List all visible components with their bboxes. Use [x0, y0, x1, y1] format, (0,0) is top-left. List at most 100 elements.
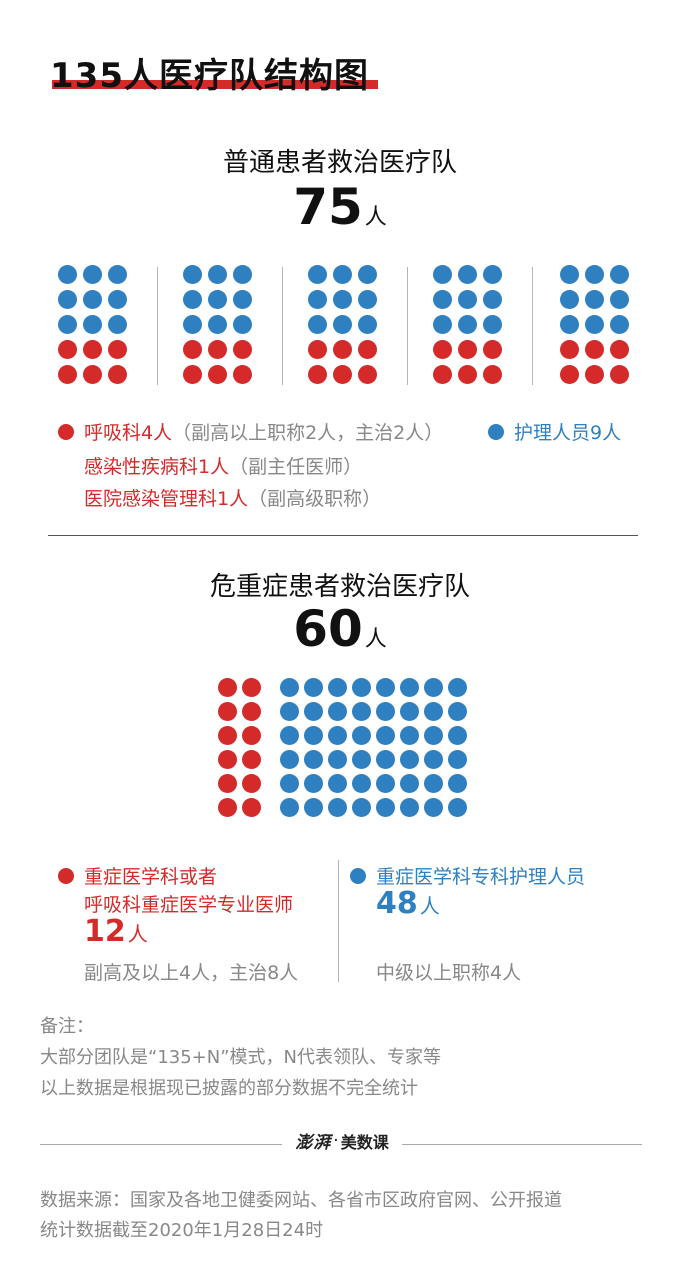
nurse-dot	[328, 678, 347, 697]
doctor-dot	[242, 774, 261, 793]
nurse-dot	[308, 290, 327, 309]
page-title: 135人医疗队结构图	[50, 56, 369, 96]
nurse-dot	[333, 265, 352, 284]
nurse-dot	[376, 774, 395, 793]
doctor-dot	[233, 340, 252, 359]
nurse-dot	[58, 290, 77, 309]
nurse-dot	[233, 265, 252, 284]
critical-nurse-detail: 中级以上职称4人	[376, 962, 522, 984]
nurse-dot	[424, 702, 443, 721]
doctor-dot	[242, 798, 261, 817]
nurse-dot	[400, 798, 419, 817]
nurse-dot	[458, 315, 477, 334]
nurse-dot	[560, 290, 579, 309]
nurse-dot	[183, 290, 202, 309]
doctor-dot	[358, 365, 377, 384]
legend-critical-doctors-line2: 呼吸科重症医学专业医师	[84, 894, 294, 916]
nurse-dot	[483, 265, 502, 284]
doctor-bullet-icon	[58, 424, 74, 440]
nurse-dot	[352, 798, 371, 817]
doctor-dot	[183, 365, 202, 384]
nurse-bullet-icon	[488, 424, 504, 440]
nurse-dot	[424, 726, 443, 745]
doctor-dot	[208, 340, 227, 359]
nurse-dot	[58, 265, 77, 284]
doctor-dot	[58, 365, 77, 384]
doctor-dot	[333, 340, 352, 359]
nurse-dot	[233, 290, 252, 309]
nurse-dot	[280, 750, 299, 769]
general-team-title: 普通患者救治医疗队	[222, 148, 457, 178]
nurse-dot	[376, 678, 395, 697]
doctor-dot	[242, 702, 261, 721]
thepaper-logo: 澎湃	[295, 1133, 332, 1153]
nurse-dot	[376, 702, 395, 721]
group-separator	[157, 267, 158, 385]
nurse-dot	[400, 750, 419, 769]
notes-line-1: 大部分团队是“135+N”模式，N代表领队、专家等	[40, 1047, 442, 1068]
group-separator	[532, 267, 533, 385]
nurse-dot	[280, 774, 299, 793]
doctor-dot	[308, 340, 327, 359]
nurse-dot	[328, 798, 347, 817]
doctor-dot	[208, 365, 227, 384]
data-source: 数据来源：国家及各地卫健委网站、各省市区政府官网、公开报道	[40, 1190, 562, 1211]
nurse-dot	[352, 726, 371, 745]
nurse-dot	[352, 750, 371, 769]
nurse-dot	[108, 315, 127, 334]
doctor-dot	[560, 340, 579, 359]
general-team-total-unit: 人	[364, 205, 387, 230]
doctor-dot	[242, 750, 261, 769]
nurse-dot	[352, 702, 371, 721]
nurse-dot	[376, 798, 395, 817]
nurse-dot	[58, 315, 77, 334]
nurse-dot	[280, 798, 299, 817]
nurse-dot	[83, 315, 102, 334]
nurse-dot	[400, 774, 419, 793]
legend-nurses: 护理人员9人	[488, 418, 621, 445]
nurse-dot	[108, 265, 127, 284]
nurse-dot	[328, 726, 347, 745]
nurse-dot	[376, 726, 395, 745]
doctor-dot	[233, 365, 252, 384]
nurse-dot	[304, 750, 323, 769]
nurse-dot	[328, 702, 347, 721]
nurse-dot	[424, 774, 443, 793]
nurse-dot	[585, 265, 604, 284]
nurse-dot	[83, 290, 102, 309]
critical-doctor-count: 12 人	[84, 914, 148, 949]
nurse-dot	[610, 265, 629, 284]
doctor-dot	[458, 365, 477, 384]
doctor-dot	[58, 340, 77, 359]
doctor-bullet-icon	[58, 868, 74, 884]
data-cutoff: 统计数据截至2020年1月28日24时	[40, 1220, 324, 1241]
doctor-dot	[218, 678, 237, 697]
nurse-dot	[208, 290, 227, 309]
nurse-dot	[585, 315, 604, 334]
nurse-dot	[433, 315, 452, 334]
nurse-dot	[280, 702, 299, 721]
doctor-dot	[108, 340, 127, 359]
brand-rule-right	[402, 1144, 642, 1145]
doctor-dot	[218, 774, 237, 793]
nurse-dot	[458, 290, 477, 309]
doctor-dot	[585, 365, 604, 384]
group-separator	[407, 267, 408, 385]
nurse-dot	[358, 290, 377, 309]
nurse-dot	[448, 750, 467, 769]
nurse-dot	[208, 265, 227, 284]
nurse-dot	[233, 315, 252, 334]
nurse-dot	[560, 315, 579, 334]
doctor-dot	[308, 365, 327, 384]
nurse-dot	[433, 290, 452, 309]
nurse-dot	[333, 290, 352, 309]
nurse-dot	[280, 726, 299, 745]
nurse-dot	[433, 265, 452, 284]
doctor-dot	[242, 726, 261, 745]
nurse-dot	[424, 750, 443, 769]
critical-nurse-count: 48 人	[376, 886, 440, 921]
nurse-dot	[304, 798, 323, 817]
doctor-dot	[108, 365, 127, 384]
nurse-dot	[458, 265, 477, 284]
doctor-dot	[433, 365, 452, 384]
